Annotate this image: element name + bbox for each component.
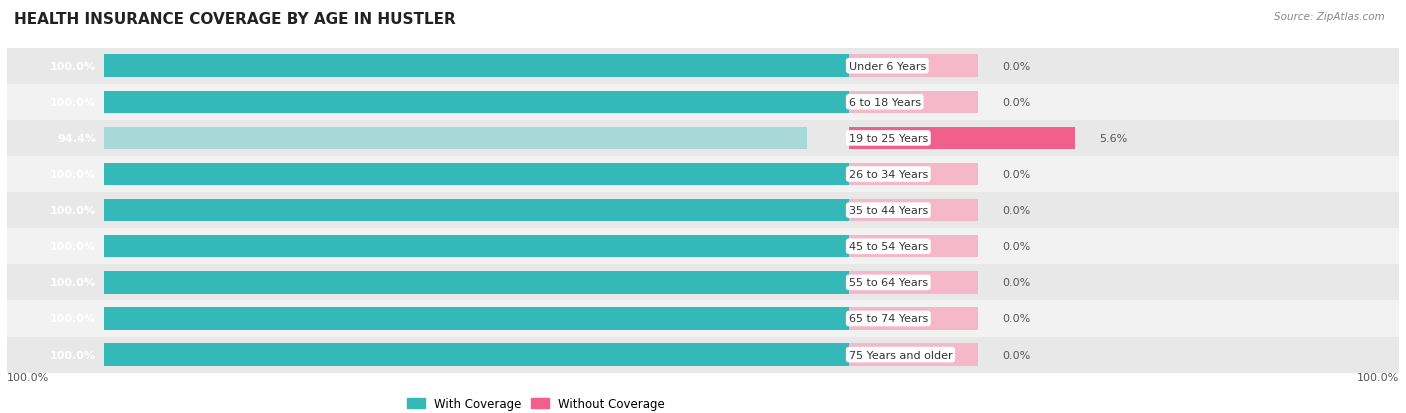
Bar <box>849 164 979 186</box>
Legend: With Coverage, Without Coverage: With Coverage, Without Coverage <box>402 392 669 413</box>
Bar <box>849 308 979 330</box>
Bar <box>7 229 1399 265</box>
Bar <box>7 337 1399 373</box>
Text: 75 Years and older: 75 Years and older <box>849 350 952 360</box>
Text: Source: ZipAtlas.com: Source: ZipAtlas.com <box>1274 12 1385 22</box>
Bar <box>104 235 849 258</box>
Text: Under 6 Years: Under 6 Years <box>849 62 927 71</box>
Bar <box>7 85 1399 121</box>
Bar <box>849 235 979 258</box>
Bar <box>104 164 849 186</box>
Text: 0.0%: 0.0% <box>1002 170 1031 180</box>
Bar <box>104 55 849 78</box>
Bar <box>104 91 849 114</box>
Text: 0.0%: 0.0% <box>1002 206 1031 216</box>
Text: 35 to 44 Years: 35 to 44 Years <box>849 206 928 216</box>
Bar <box>849 344 979 366</box>
Bar <box>7 265 1399 301</box>
Bar <box>104 344 849 366</box>
Text: 100.0%: 100.0% <box>51 350 96 360</box>
Bar <box>7 157 1399 192</box>
Text: 100.0%: 100.0% <box>51 206 96 216</box>
Bar <box>849 55 979 78</box>
Text: 19 to 25 Years: 19 to 25 Years <box>849 133 928 144</box>
Text: 100.0%: 100.0% <box>1357 372 1399 382</box>
Text: 100.0%: 100.0% <box>51 62 96 71</box>
Bar <box>7 121 1399 157</box>
Text: 100.0%: 100.0% <box>51 170 96 180</box>
Text: 6 to 18 Years: 6 to 18 Years <box>849 97 921 107</box>
Bar <box>104 271 849 294</box>
Text: HEALTH INSURANCE COVERAGE BY AGE IN HUSTLER: HEALTH INSURANCE COVERAGE BY AGE IN HUST… <box>14 12 456 27</box>
Text: 100.0%: 100.0% <box>51 314 96 324</box>
Bar <box>104 199 849 222</box>
Text: 5.6%: 5.6% <box>1099 133 1128 144</box>
Bar <box>849 91 979 114</box>
Text: 0.0%: 0.0% <box>1002 97 1031 107</box>
Text: 100.0%: 100.0% <box>51 278 96 288</box>
Text: 0.0%: 0.0% <box>1002 242 1031 252</box>
Bar <box>104 127 807 150</box>
Text: 100.0%: 100.0% <box>51 97 96 107</box>
Text: 0.0%: 0.0% <box>1002 350 1031 360</box>
Bar <box>104 308 849 330</box>
Text: 0.0%: 0.0% <box>1002 314 1031 324</box>
Bar <box>7 48 1399 85</box>
Bar <box>849 199 979 222</box>
Text: 65 to 74 Years: 65 to 74 Years <box>849 314 928 324</box>
Bar <box>7 192 1399 229</box>
Bar <box>849 271 979 294</box>
Text: 26 to 34 Years: 26 to 34 Years <box>849 170 928 180</box>
Text: 100.0%: 100.0% <box>7 372 49 382</box>
Text: 94.4%: 94.4% <box>58 133 96 144</box>
Text: 0.0%: 0.0% <box>1002 62 1031 71</box>
Text: 45 to 54 Years: 45 to 54 Years <box>849 242 928 252</box>
Text: 55 to 64 Years: 55 to 64 Years <box>849 278 928 288</box>
Bar <box>7 301 1399 337</box>
Bar <box>849 127 1076 150</box>
Text: 100.0%: 100.0% <box>51 242 96 252</box>
Text: 0.0%: 0.0% <box>1002 278 1031 288</box>
